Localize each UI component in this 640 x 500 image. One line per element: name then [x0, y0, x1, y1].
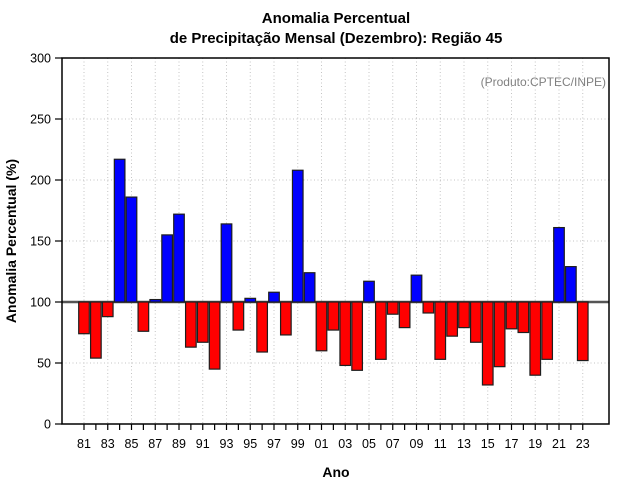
bar-03	[339, 301, 352, 367]
bar-04	[351, 301, 364, 371]
bar-81	[78, 301, 90, 335]
bar-90	[184, 301, 197, 348]
x-tick-label-97: 97	[267, 437, 281, 451]
bar-00	[303, 272, 316, 303]
bar-15	[481, 301, 494, 386]
chart-title-line1: Anomalia Percentual	[262, 10, 410, 27]
x-tick-label-07: 07	[386, 437, 400, 451]
bar-88	[161, 234, 174, 303]
x-tick-label-87: 87	[148, 437, 162, 451]
bar-07	[386, 301, 399, 315]
x-tick-label-17: 17	[505, 437, 519, 451]
bars	[78, 158, 589, 386]
y-axis-label: Anomalia Percentual (%)	[3, 159, 19, 323]
bar-93	[220, 223, 233, 303]
bar-16	[493, 301, 506, 368]
bar-23	[576, 301, 589, 362]
x-tick-label-21: 21	[552, 437, 566, 451]
bar-20	[541, 301, 554, 360]
bar-98	[279, 301, 292, 336]
bar-02	[327, 301, 340, 331]
gridlines	[62, 58, 609, 424]
bar-17	[505, 301, 518, 330]
bar-83	[101, 301, 114, 318]
bar-08	[398, 301, 411, 329]
x-tick-label-13: 13	[457, 437, 471, 451]
bar-94	[232, 301, 245, 331]
x-tick-label-05: 05	[362, 437, 376, 451]
chart-title-line2: de Precipitação Mensal (Dezembro): Regiã…	[170, 30, 503, 47]
x-tick-label-03: 03	[338, 437, 352, 451]
annotation-produto: (Produto:CPTEC/INPE)	[481, 75, 606, 89]
bar-85	[125, 196, 138, 303]
bar-09	[410, 274, 423, 303]
y-tick-label-100: 100	[30, 296, 51, 310]
bar-87	[149, 298, 162, 303]
y-tick-label-200: 200	[30, 174, 51, 188]
axis-ticks	[55, 57, 584, 430]
x-tick-label-85: 85	[125, 437, 139, 451]
bar-01	[315, 301, 328, 352]
x-tick-label-19: 19	[528, 437, 542, 451]
y-tick-label-300: 300	[30, 52, 51, 66]
x-tick-label-15: 15	[481, 437, 495, 451]
bar-82	[89, 301, 102, 359]
x-tick-label-09: 09	[410, 437, 424, 451]
bar-95	[244, 297, 257, 303]
bar-96	[256, 301, 269, 353]
bar-99	[291, 169, 304, 303]
y-tick-labels: 0 50 100 150 200 250 300	[30, 52, 51, 432]
bar-10	[422, 301, 435, 314]
bar-18	[517, 301, 530, 334]
bar-91	[196, 301, 209, 343]
y-tick-label-50: 50	[37, 357, 51, 371]
bar-19	[529, 301, 542, 376]
x-tick-label-93: 93	[220, 437, 234, 451]
x-tick-label-11: 11	[434, 437, 447, 451]
x-tick-label-83: 83	[101, 437, 115, 451]
bar-12	[446, 301, 459, 337]
bar-21	[553, 226, 565, 303]
bar-06	[374, 301, 387, 360]
bar-22	[564, 266, 577, 303]
bar-97	[268, 291, 280, 303]
bar-84	[113, 158, 126, 303]
x-tick-labels: 81 83 85 87 89 91 93 95 97 99 01 03 05 07 09 11 13 15 17 19…	[77, 437, 590, 451]
x-tick-label-81: 81	[77, 437, 91, 451]
x-tick-label-99: 99	[291, 437, 305, 451]
bar-86	[137, 301, 150, 332]
bar-13	[458, 301, 470, 329]
bar-11	[434, 301, 447, 360]
y-tick-label-0: 0	[44, 418, 51, 432]
x-tick-label-89: 89	[172, 437, 186, 451]
bar-89	[173, 213, 185, 303]
x-tick-label-01: 01	[315, 437, 329, 451]
y-tick-label-150: 150	[30, 235, 51, 249]
bar-05	[363, 280, 375, 303]
x-tick-label-91: 91	[196, 437, 210, 451]
bar-92	[208, 301, 221, 370]
x-tick-label-23: 23	[576, 437, 590, 451]
x-tick-label-95: 95	[243, 437, 257, 451]
bar-14	[469, 301, 482, 343]
y-tick-label-250: 250	[30, 113, 51, 127]
x-axis-label: Ano	[322, 464, 349, 480]
